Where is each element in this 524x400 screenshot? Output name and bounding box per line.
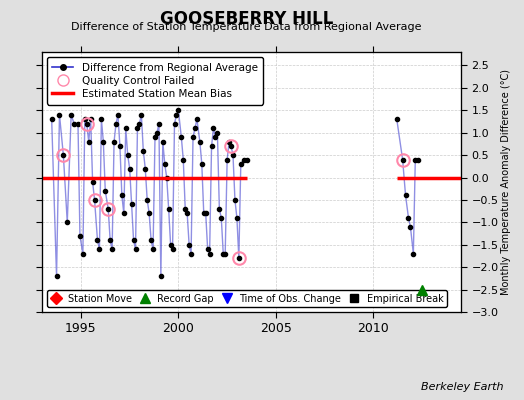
Y-axis label: Monthly Temperature Anomaly Difference (°C): Monthly Temperature Anomaly Difference (… — [501, 69, 511, 295]
Legend: Station Move, Record Gap, Time of Obs. Change, Empirical Break: Station Move, Record Gap, Time of Obs. C… — [47, 290, 447, 307]
Text: Berkeley Earth: Berkeley Earth — [421, 382, 503, 392]
Text: Difference of Station Temperature Data from Regional Average: Difference of Station Temperature Data f… — [71, 22, 421, 32]
Text: GOOSEBERRY HILL: GOOSEBERRY HILL — [160, 10, 333, 28]
